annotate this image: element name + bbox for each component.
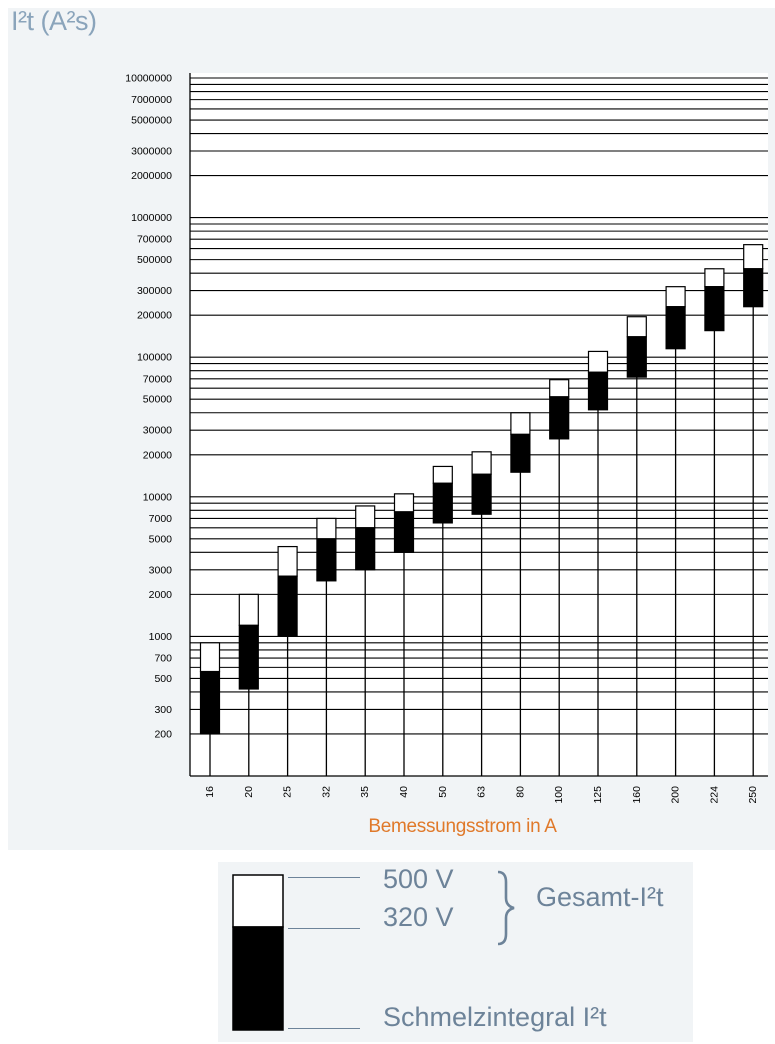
bar-320v-segment [626,336,647,378]
y-tick-label: 700 [154,653,172,665]
bar-320v-segment [355,527,376,571]
y-tick-label: 3000 [149,564,173,576]
legend-bar-white [232,874,284,928]
y-tick-label: 5000000 [131,115,172,127]
y-tick-label: 2000000 [131,170,172,182]
y-tick-label: 7000000 [131,94,172,106]
x-tick-label: 40 [398,786,410,798]
bar-500v-segment [626,316,647,338]
y-tick-label: 5000 [149,533,173,545]
bar-320v-segment [704,286,725,332]
y-tick-label: 1000 [149,631,173,643]
y-tick-label: 7000 [149,513,173,525]
y-tick-label: 20000 [143,449,172,461]
legend-500v: 500 V [383,864,454,894]
y-tick-label: 300 [154,704,172,716]
x-tick-label: 50 [437,786,449,798]
bar-320v-segment [316,538,337,582]
legend: 500 V 320 V Gesamt-I²t Schmelzintegral I… [218,862,693,1042]
legend-bar [232,874,284,1031]
y-tick-label: 700000 [137,234,172,246]
y-tick-label: 10000000 [125,73,172,85]
x-tick-label: 200 [670,786,682,804]
y-tick-label: 100000 [137,352,172,364]
bar-320v-segment [549,396,570,440]
bar-320v-segment [277,575,298,638]
x-tick-label: 16 [204,786,216,798]
x-tick-label: 32 [320,786,332,798]
x-tick-label: 35 [359,786,371,798]
bar-320v-segment [587,371,609,411]
legend-line-500 [288,877,360,878]
y-tick-label: 50000 [143,394,172,406]
x-axis-label: Bemessungsstrom in A [368,816,557,837]
legend-gesamt: Gesamt-I²t [536,882,664,912]
y-tick-label: 10000 [143,491,172,503]
x-tick-label: 25 [282,786,294,798]
x-tick-label: 250 [747,786,759,804]
plot-area [190,73,768,776]
chart: 200 300 500 700 1000 2000 3000 5000 7000 10000 200… [125,73,768,804]
bar-320v-segment [432,482,453,524]
bar-500v-segment [510,412,531,435]
bar-500v-segment [549,379,570,398]
bar-320v-segment [510,433,531,473]
bar-500v-segment [316,517,337,540]
y-tick-label: 1000000 [131,212,172,224]
bar-500v-segment [471,451,492,475]
x-tick-label: 100 [553,786,565,804]
bar-500v-segment [743,244,764,270]
bar-320v-segment [393,511,415,553]
y-tick-label: 3000000 [131,145,172,157]
bar-320v-segment [238,624,259,690]
bar-320v-segment [199,670,221,735]
y-tick-label: 500 [154,673,172,685]
y-tick-label: 500000 [137,254,172,266]
legend-line-320 [288,928,360,929]
y-axis-label: I²t (A²s) [11,6,97,36]
bar-500v-segment [199,642,221,673]
legend-bar-black [232,926,284,1031]
bar-500v-segment [238,593,259,626]
bar-500v-segment [393,493,415,513]
y-tick-label: 300000 [137,285,172,297]
bar-320v-segment [665,306,686,350]
x-tick-label: 224 [708,786,720,804]
bar-500v-segment [587,350,609,373]
bar-320v-segment [471,473,492,515]
y-tick-label: 30000 [143,425,172,437]
bar-500v-segment [277,545,298,577]
x-tick-label: 125 [592,786,604,804]
x-tick-label: 160 [631,786,643,804]
legend-320v: 320 V [383,902,454,932]
bar-320v-segment [743,268,764,308]
x-tick-label: 80 [514,786,526,798]
y-tick-label: 2000 [149,589,173,601]
bar-500v-segment [665,286,686,308]
y-tick-label: 200000 [137,310,172,322]
bar-500v-segment [704,268,725,288]
x-tick-label: 63 [476,786,488,798]
x-tick-label: 20 [243,786,255,798]
brace-icon [497,870,515,946]
bar-500v-segment [432,465,453,484]
y-tick-label: 70000 [143,373,172,385]
bar-500v-segment [355,505,376,529]
y-tick-label: 200 [154,728,172,740]
legend-schmelz: Schmelzintegral I²t [383,1002,607,1032]
legend-line-schmelz [288,1028,360,1029]
